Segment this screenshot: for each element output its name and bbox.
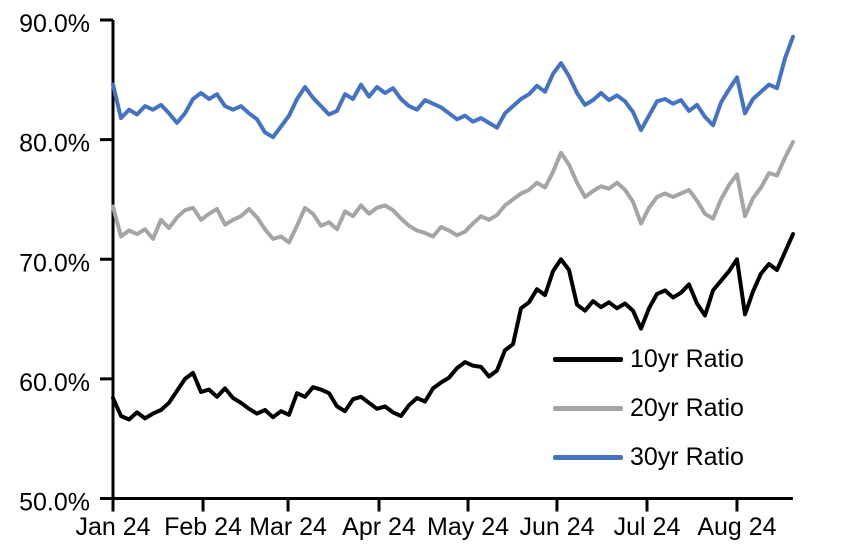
x-tick-label: Aug 24 [697,513,776,541]
legend-label-10yr: 10yr Ratio [630,345,744,373]
x-tick-label: Mar 24 [249,513,327,541]
x-tick-label: Apr 24 [342,513,416,541]
y-tick-label: 60.0% [19,369,90,397]
legend-line-swatch-10yr [553,356,623,362]
legend-line-swatch-20yr [553,405,623,411]
x-tick-label: May 24 [427,513,509,541]
legend-item-20yr: 20yr Ratio [553,394,744,422]
series-line-20yr-ratio [111,140,795,245]
legend-item-30yr: 30yr Ratio [553,443,744,471]
y-tick-label: 80.0% [19,130,90,158]
y-tick-label: 90.0% [19,10,90,38]
y-tick-label: 70.0% [19,249,90,277]
x-tick-label: Feb 24 [164,513,242,541]
y-tick-label: 50.0% [19,489,90,517]
x-tick-label: Jul 24 [614,513,681,541]
legend-label-20yr: 20yr Ratio [630,394,744,422]
x-tick-label: Jun 24 [519,513,594,541]
series-line-10yr-ratio [111,232,795,422]
series-line-30yr-ratio [111,34,795,140]
legend-label-30yr: 30yr Ratio [630,443,744,471]
legend-line-swatch-30yr [553,454,623,460]
legend-item-10yr: 10yr Ratio [553,345,744,373]
x-tick-label: Jan 24 [75,513,150,541]
